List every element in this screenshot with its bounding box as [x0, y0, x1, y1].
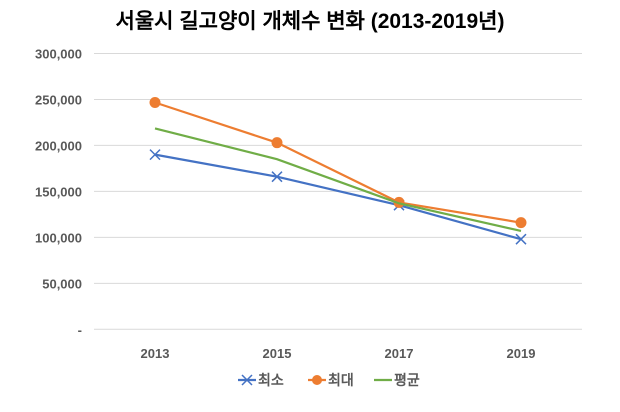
data-point [271, 171, 283, 183]
legend-label: 최소 [258, 372, 284, 388]
data-point [515, 217, 527, 229]
y-tick-label: 250,000 [35, 92, 82, 107]
legend-marker [241, 374, 253, 386]
data-point [149, 97, 161, 109]
chart-title: 서울시 길고양이 개체수 변화 (2013-2019년) [116, 10, 505, 33]
x-tick-label: 2019 [507, 346, 536, 361]
data-point [271, 137, 283, 149]
y-tick-label: 150,000 [35, 184, 82, 199]
y-tick-label: 50,000 [42, 276, 82, 291]
data-point [149, 149, 161, 161]
series-line-최대 [154, 101, 522, 224]
legend-label: 최대 [328, 372, 354, 388]
legend-marker [312, 375, 322, 385]
series-line-평균 [154, 127, 522, 233]
x-tick-label: 2017 [385, 346, 414, 361]
y-tick-label: - [78, 322, 82, 337]
x-tick-label: 2015 [263, 346, 292, 361]
data-point [515, 233, 527, 245]
series-line-최소 [154, 153, 522, 241]
x-tick-label: 2013 [141, 346, 170, 361]
y-tick-label: 200,000 [35, 138, 82, 153]
legend-label: 평균 [394, 372, 420, 388]
y-tick-label: 300,000 [35, 47, 82, 62]
y-tick-label: 100,000 [35, 230, 82, 245]
